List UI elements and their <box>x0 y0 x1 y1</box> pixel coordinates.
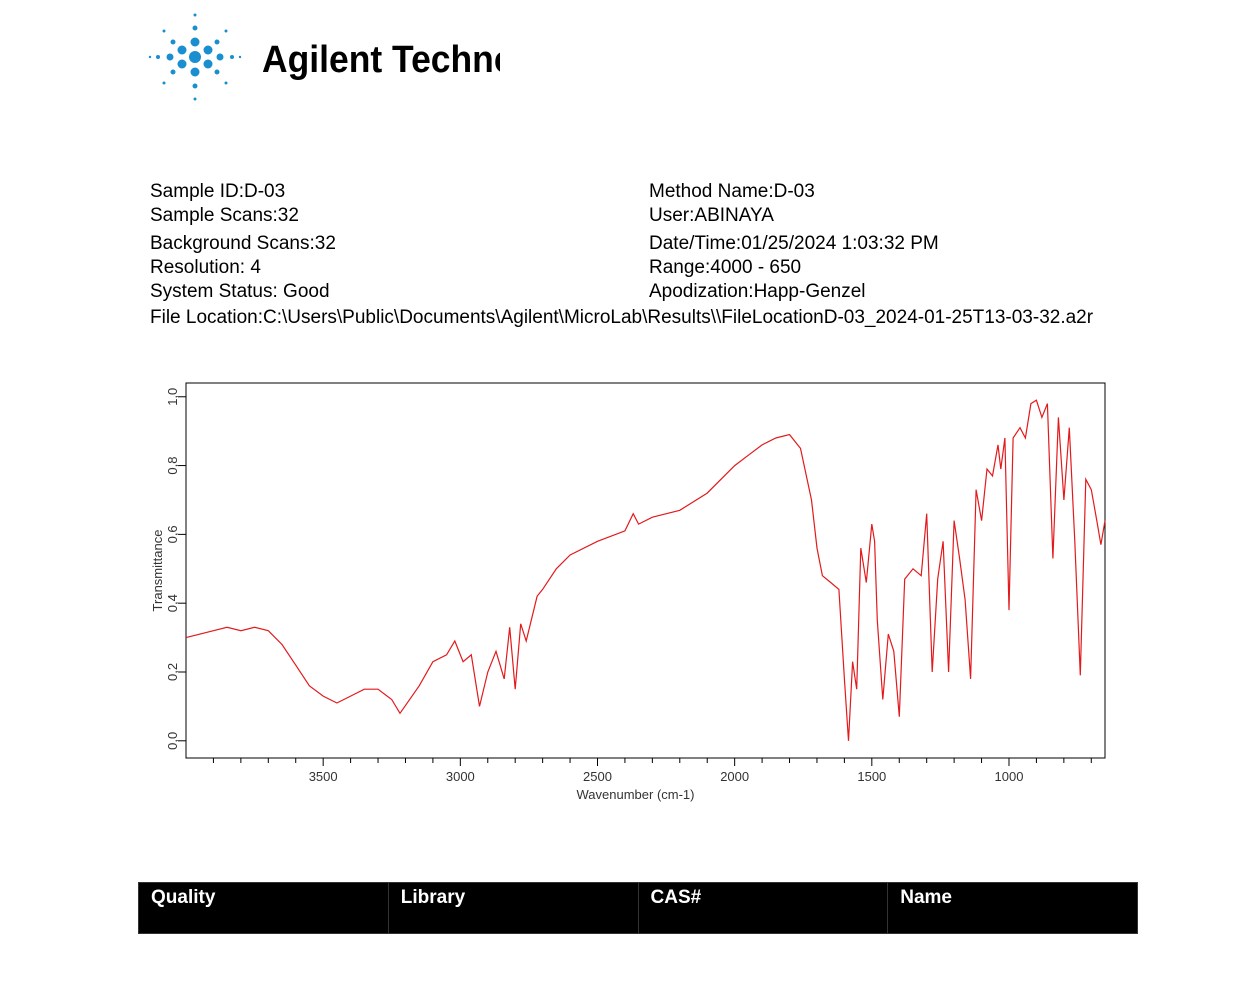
y-tick-label: 0,6 <box>165 525 180 543</box>
spectrum-line <box>185 399 1106 741</box>
info-field: Sample Scans:32 <box>150 205 299 226</box>
x-tick-label: 2500 <box>583 769 612 784</box>
y-tick-label: 0,8 <box>165 457 180 475</box>
x-tick-label: 3500 <box>309 769 338 784</box>
info-field: Apodization:Happ-Genzel <box>649 281 866 302</box>
info-field: Date/Time:01/25/2024 1:03:32 PM <box>649 233 939 254</box>
info-field: Sample ID:D-03 <box>150 181 286 202</box>
file-location: File Location:C:\Users\Public\Documents\… <box>150 307 1094 328</box>
info-field: Range:4000 - 650 <box>649 257 802 278</box>
column-header: CAS# <box>637 882 889 934</box>
logo: Agilent Technologies <box>148 13 500 101</box>
column-header: Name <box>887 882 1138 934</box>
column-header: Library <box>387 882 639 934</box>
y-tick-label: 1,0 <box>165 388 180 406</box>
info-field: System Status: Good <box>150 281 330 302</box>
x-tick-label: 1000 <box>995 769 1024 784</box>
info-field: Resolution: 4 <box>150 257 261 278</box>
y-tick-label: 0,0 <box>165 732 180 750</box>
logo-mark <box>148 13 242 101</box>
column-header: Quality <box>138 882 389 934</box>
chart: 3500 3000 2500 2000 1500 1000 0,0 0,2 0,4 0,6 0,8 1… <box>150 382 1106 802</box>
info-field: User:ABINAYA <box>649 205 774 226</box>
y-axis-label: Transmittance <box>150 530 165 612</box>
info-field: Background Scans:32 <box>150 233 336 254</box>
x-axis-label: Wavenumber (cm-1) <box>577 787 695 802</box>
plot-frame <box>185 382 1106 759</box>
x-tick-label: 2000 <box>720 769 749 784</box>
logo-text: Agilent Technologies <box>262 39 500 81</box>
info-field: Method Name:D-03 <box>649 181 815 202</box>
table-header: Quality Library CAS# Name <box>138 882 1138 934</box>
y-tick-label: 0,4 <box>165 594 180 612</box>
results-table: Quality Library CAS# Name <box>138 882 1138 934</box>
y-tick-label: 0,2 <box>165 663 180 681</box>
x-tick-label: 3000 <box>446 769 475 784</box>
x-tick-label: 1500 <box>857 769 886 784</box>
